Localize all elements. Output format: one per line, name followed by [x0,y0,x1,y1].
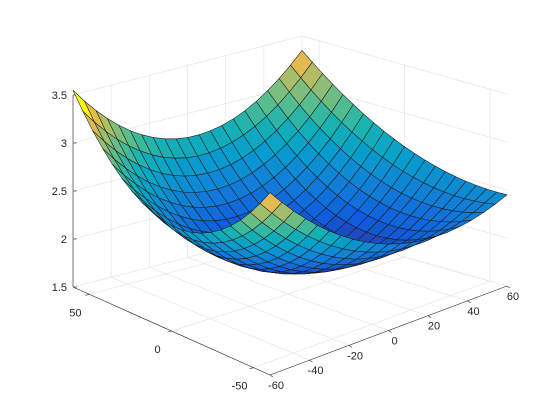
x-tick-mark [467,300,471,304]
grid-line [301,35,508,95]
z-tick-label: 3.5 [52,90,67,102]
grid-line [171,256,405,332]
x-tick-label: 40 [467,306,479,318]
z-tick-label: 2.5 [52,186,67,198]
x-tick-label: -40 [308,365,324,377]
y-tick-label: 0 [154,344,160,356]
x-tick-mark [269,374,274,378]
y-tick-mark [85,294,90,296]
x-tick-mark [309,359,313,363]
z-tick-label: 3 [61,138,67,150]
x-tick-label: -60 [268,380,284,392]
x-tick-label: -20 [347,350,363,362]
x-tick-mark [427,315,432,318]
x-tick-label: 60 [507,291,519,303]
x-tick-mark [348,345,353,348]
y-tick-label: 50 [69,307,81,319]
x-tick-mark [506,285,511,289]
tick-labels: -60 -40 -20 0 20 40 60 -50 0 50 1.5 2 2.5 3 3.5 [52,90,519,393]
z-tick-label: 1.5 [52,282,67,294]
grid-line [72,35,303,96]
x-tick-label: 20 [428,321,440,333]
surface-face [72,89,95,123]
axes [72,94,511,378]
y-tick-mark [249,367,254,369]
z-tick-label: 2 [61,234,67,246]
y-tick-label: -50 [232,381,248,393]
grid-line [253,280,491,368]
x-tick-label: 0 [391,336,397,348]
x-tick-mark [388,330,392,333]
surface-face [259,192,283,214]
surface-plot [72,50,508,275]
y-tick-mark [167,330,172,333]
